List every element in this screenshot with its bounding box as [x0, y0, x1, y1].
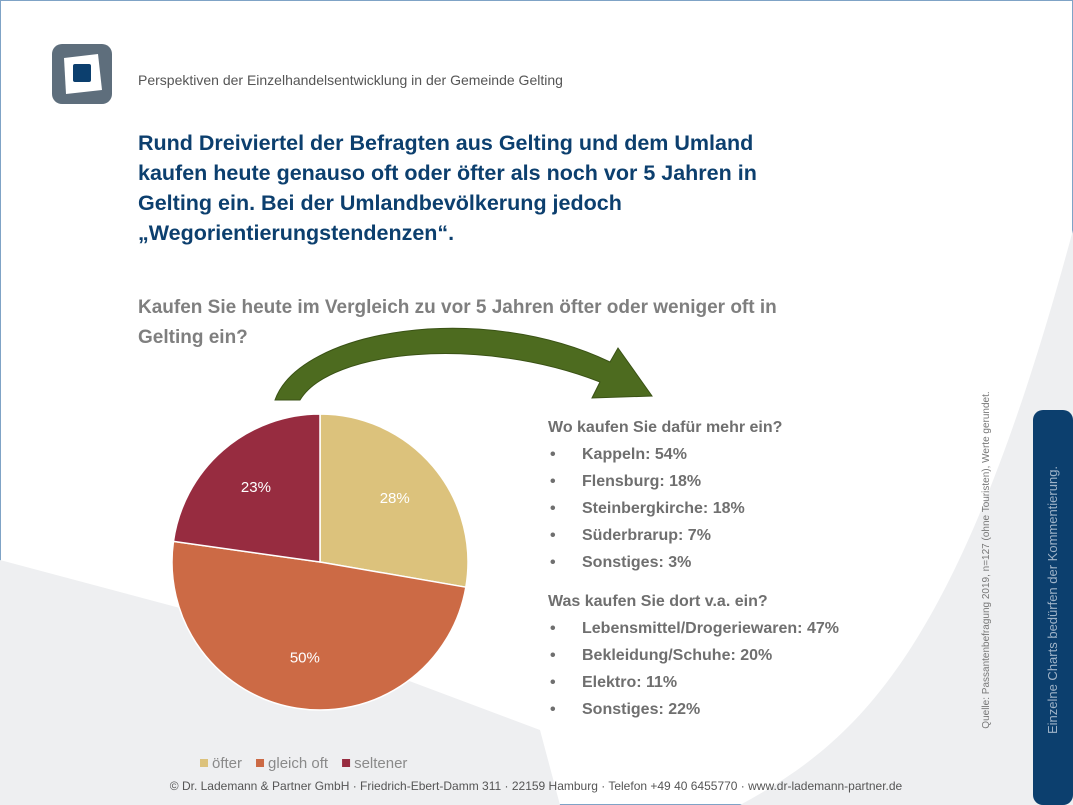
legend-swatch [256, 759, 265, 767]
legend-label: gleich oft [268, 755, 329, 772]
detail-item: Elektro: 11% [582, 674, 677, 691]
detail-item: Süderbrarup: 7% [582, 527, 711, 544]
source: Quelle: Passantenbefragung 2019, n=127 (… [981, 391, 992, 728]
bullet: • [550, 500, 556, 517]
side-note: Einzelne Charts bedürfen der Kommentieru… [1045, 466, 1060, 734]
detail-item: Bekleidung/Schuhe: 20% [582, 647, 772, 664]
title-line: „Wegorientierungstendenzen“. [138, 221, 454, 245]
bg-shape [740, 230, 1073, 805]
title-line: kaufen heute genauso oft oder öfter als … [138, 161, 757, 185]
pie-slice [172, 413, 321, 563]
detail-item: Kappeln: 54% [582, 446, 687, 463]
bullet: • [550, 674, 556, 691]
bullet: • [550, 701, 556, 718]
pie-slice [171, 540, 467, 711]
legend-swatch [200, 759, 208, 767]
detail-item: Steinbergkirche: 18% [582, 500, 745, 517]
question: Kaufen Sie heute im Vergleich zu vor 5 J… [138, 297, 777, 318]
slice-label: 28% [380, 490, 410, 507]
legend-label: seltener [354, 755, 407, 772]
bg-cover [540, 560, 720, 730]
bullet: • [550, 527, 556, 544]
bullet: • [550, 473, 556, 490]
detail-item: Flensburg: 18% [582, 473, 701, 490]
logo [52, 44, 112, 104]
detail-item: Sonstiges: 3% [582, 554, 691, 571]
title-line: Gelting ein. Bei der Umlandbevölkerung j… [138, 191, 622, 215]
slice-label: 50% [290, 649, 320, 666]
question: Gelting ein? [138, 327, 248, 348]
legend-swatch [342, 759, 351, 767]
bullet: • [550, 554, 556, 571]
subtitle: Perspektiven der Einzelhandelsentwicklun… [138, 72, 563, 88]
detail-heading: Was kaufen Sie dort v.a. ein? [548, 593, 768, 610]
slice-label: 23% [241, 479, 271, 496]
bullet: • [550, 620, 556, 637]
bullet: • [550, 446, 556, 463]
pie-slice [319, 413, 469, 589]
footer: © Dr. Lademann & Partner GmbH · Friedric… [170, 779, 903, 793]
title-line: Rund Dreiviertel der Befragten aus Gelti… [138, 131, 753, 155]
bullet: • [550, 647, 556, 664]
legend-label: öfter [212, 755, 242, 772]
detail-heading: Wo kaufen Sie dafür mehr ein? [548, 419, 782, 436]
side-tab [1033, 410, 1073, 805]
arrow [274, 327, 653, 401]
detail-item: Lebensmittel/Drogeriewaren: 47% [582, 620, 839, 637]
detail-item: Sonstiges: 22% [582, 701, 700, 718]
